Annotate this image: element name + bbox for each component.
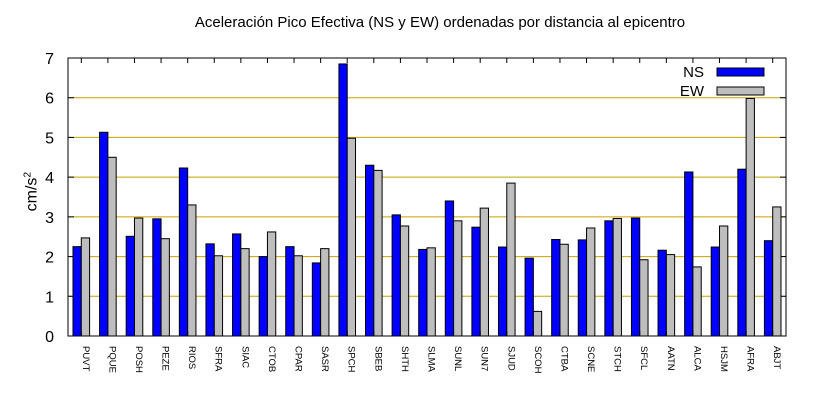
x-tick-label: CTOB [266,346,277,372]
bar-ew-ctob [266,231,277,337]
bar-ns-rios [178,167,189,337]
bar-ns-abjt [763,240,774,337]
y-tick-label: 0 [45,329,54,346]
legend-label-ns: NS [683,64,704,81]
x-tick-label: SUNL [452,346,463,371]
bar-ew-slma [426,247,436,337]
plot-frame [67,57,787,337]
x-tick-label: PEZE [160,346,171,371]
bar-ew-sunl [453,220,463,337]
bar-ns-alca [684,171,694,337]
bar-ns-sfra [205,243,215,337]
x-tick-label: SCOH [532,346,543,374]
bar-ns-sunl [444,200,455,337]
legend-swatch-ew [716,86,765,96]
x-tick-label: AATN [665,346,676,371]
bar-ns-afra [737,168,747,337]
bar-ew-sjud [506,182,516,337]
x-tick-label: SUN7 [479,346,490,371]
chart-title: Aceleración Pico Efectiva (NS y EW) orde… [194,14,686,31]
bar-ns-ctob [258,256,268,337]
bar-ns-sfcl [630,217,641,337]
y-tick-label: 6 [45,91,54,108]
x-tick-label: SFRA [213,346,224,372]
bar-ns-hsjm [710,246,721,337]
bar-ns-puvt [72,246,82,337]
bar-ew-sfra [213,255,224,337]
x-tick-label: POSH [133,346,144,373]
legend-swatch-ns [716,67,765,77]
y-tick-label: 7 [45,51,54,68]
x-tick-label: SASR [319,346,330,372]
x-tick-label: SPCH [346,346,357,373]
bar-ew-scne [586,227,596,337]
y-tick-label: 1 [45,289,54,306]
bar-ns-shth [391,214,401,337]
bar-ew-abjt [772,206,782,337]
bar-ew-ctba [559,243,569,337]
bar-ns-scne [577,239,588,337]
legend-label-ew: EW [680,83,705,100]
x-tick-label: ABJT [771,346,782,369]
bar-ew-scoh [532,310,543,337]
x-tick-label: SBEB [372,346,383,371]
x-tick-label: RIOS [186,346,197,369]
bar-ew-sun7 [479,207,489,337]
bar-ew-pque [107,156,117,337]
bar-ns-sbeb [365,164,375,337]
y-tick-label: 3 [45,210,54,227]
bar-ns-peze [152,218,162,337]
bar-ns-scoh [524,257,534,337]
bar-ns-spch [338,63,348,337]
y-tick-label: 5 [45,130,54,147]
y-tick-label: 2 [45,250,54,267]
bar-ns-posh [125,235,135,337]
bar-ew-posh [133,217,144,337]
y-tick-label: 4 [45,170,54,187]
bar-ns-sjud [497,246,508,337]
bar-ew-alca [692,266,702,337]
x-tick-label: SCNE [585,346,596,372]
bar-ew-siac [240,248,250,337]
x-tick-label: SHTH [399,346,410,372]
x-tick-label: CPAR [293,346,304,372]
x-tick-label: SJUD [505,346,516,371]
x-tick-label: PQUE [106,346,117,373]
bar-ns-sun7 [471,226,481,337]
x-tick-label: ALCA [691,346,702,371]
bar-ew-afra [745,98,755,337]
bar-ns-sasr [311,262,322,337]
bar-ns-cpar [285,246,295,337]
x-tick-label: CTBA [558,346,569,372]
bar-ns-pque [99,131,109,337]
bar-ew-cpar [293,255,303,337]
bar-ew-puvt [80,237,91,337]
x-tick-label: SLMA [425,346,436,373]
bar-ew-peze [160,238,170,337]
bar-ns-aatn [657,249,667,337]
x-tick-label: SIAC [239,346,250,368]
bar-ns-siac [232,233,242,337]
bar-ew-sasr [320,248,330,337]
bar-ew-sfcl [639,259,649,337]
x-tick-label: HSJM [718,346,729,372]
x-tick-label: AFRA [745,346,756,372]
bar-ew-spch [346,137,357,337]
bar-ew-shth [399,225,410,337]
bar-ns-stch [604,220,614,337]
x-tick-label: SFCL [638,346,649,370]
bar-ew-rios [187,204,197,337]
bar-ns-ctba [551,238,561,337]
bar-ew-sbeb [373,169,383,337]
x-tick-label: PUVT [80,346,91,372]
bar-ew-aatn [665,254,676,337]
bar-ew-hsjm [719,225,729,337]
bar-ns-slma [418,248,428,337]
x-tick-label: STCH [612,346,623,372]
bar-ew-stch [612,217,622,337]
